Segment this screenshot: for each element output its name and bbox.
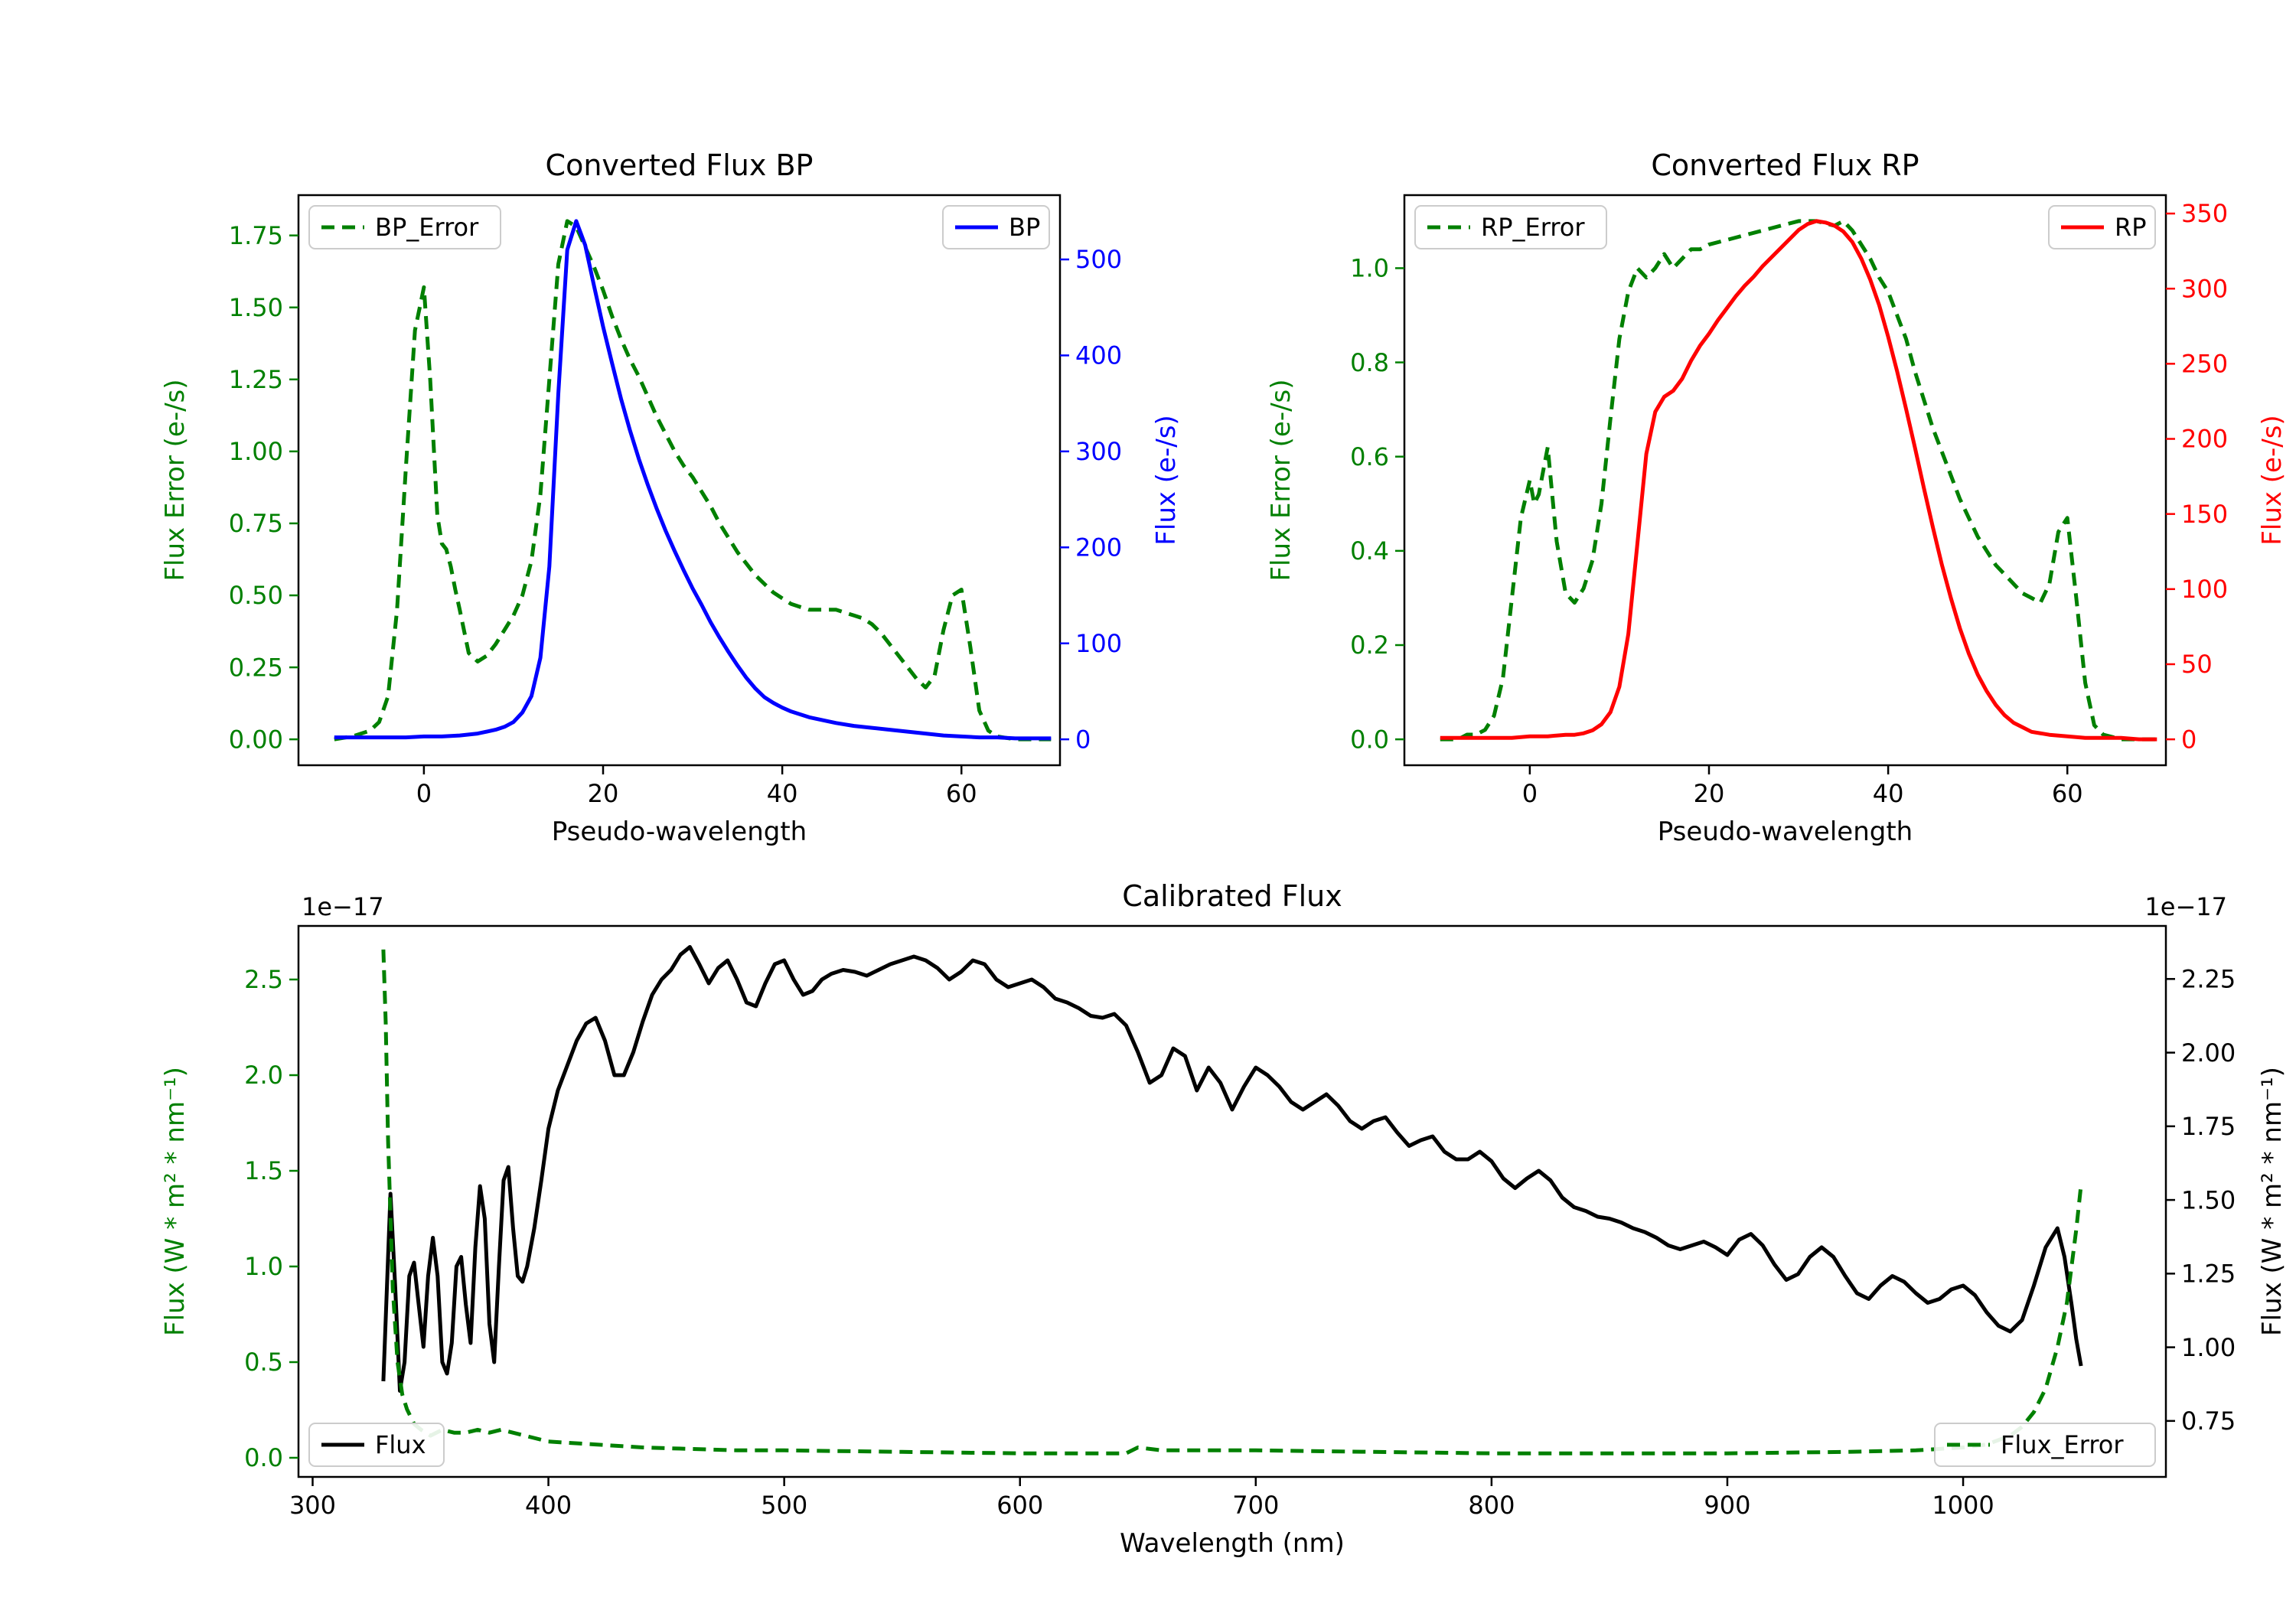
chart-title: Calibrated Flux — [1122, 879, 1342, 913]
axes-frame — [297, 194, 1062, 767]
x-axis-label: Pseudo-wavelength — [1658, 817, 1913, 847]
left-y-tick-label: 0.2 — [1350, 631, 1389, 660]
chart-converted-flux-rp: 0 20 40 60 Pseudo-wavelength 0.0 0.2 0.4 0.6 0.8 1… — [1266, 148, 2288, 847]
left-y-tick-label: 1.0 — [244, 1252, 283, 1281]
x-tick-label: 500 — [761, 1491, 807, 1520]
x-tick-label: 20 — [1694, 779, 1725, 808]
x-tick-label: 0 — [1522, 779, 1538, 808]
left-y-tick-label: 1.5 — [244, 1156, 283, 1185]
x-tick-label: 40 — [767, 779, 798, 808]
left-y-tick-label: 0.5 — [244, 1348, 283, 1377]
left-y-tick-label: 0.8 — [1350, 348, 1389, 377]
left-y-tick-label: 0.50 — [229, 581, 283, 610]
x-tick-label: 20 — [588, 779, 619, 808]
left-y-tick-label: 1.00 — [229, 437, 283, 466]
legend-box — [308, 1423, 445, 1467]
legend-box — [308, 205, 501, 249]
left-y-axis-label: Flux Error (e-/s) — [160, 379, 191, 581]
x-tick-label: 0 — [416, 779, 432, 808]
left-y-tick-label: 0.4 — [1350, 536, 1389, 566]
left-y-tick-label: 1.75 — [229, 221, 283, 250]
chart-calibrated-flux: 300 400 500 600 700 800 900 1000 Wavelength (nm)… — [160, 879, 2288, 1559]
x-tick-label: 900 — [1704, 1491, 1750, 1520]
x-tick-label: 60 — [2052, 779, 2083, 808]
right-axis-offset-text: 1e−17 — [2144, 892, 2227, 921]
left-axis-offset-text: 1e−17 — [302, 892, 384, 921]
right-y-tick-label: 0 — [1075, 725, 1091, 754]
right-y-tick-label: 1.00 — [2181, 1333, 2236, 1362]
left-y-tick-label: 2.5 — [244, 965, 283, 994]
x-tick-label: 700 — [1232, 1491, 1279, 1520]
x-tick-label: 1000 — [1932, 1491, 1994, 1520]
right-y-tick-label: 200 — [1075, 533, 1122, 562]
x-tick-label: 40 — [1873, 779, 1904, 808]
x-tick-label: 800 — [1468, 1491, 1515, 1520]
legend-label: Flux_Error — [2001, 1430, 2124, 1459]
left-y-tick-label: 1.25 — [229, 365, 283, 394]
right-y-axis-label: Flux (e-/s) — [1151, 415, 1182, 545]
x-tick-label: 60 — [946, 779, 977, 808]
left-y-axis-label: Flux (W * m² * nm⁻¹) — [160, 1067, 191, 1336]
right-y-tick-label: 500 — [1075, 245, 1122, 274]
left-y-tick-label: 1.0 — [1350, 254, 1389, 283]
left-y-tick-label: 2.0 — [244, 1061, 283, 1090]
x-tick-label: 400 — [525, 1491, 572, 1520]
axes-frame — [297, 924, 2167, 1478]
right-y-tick-label: 0.75 — [2181, 1407, 2236, 1436]
axes-frame — [1403, 194, 2167, 767]
x-axis-label: Pseudo-wavelength — [552, 817, 807, 847]
right-y-tick-label: 100 — [1075, 629, 1122, 658]
right-y-tick-label: 250 — [2181, 350, 2228, 379]
right-y-tick-label: 2.00 — [2181, 1038, 2236, 1068]
series-line-rp — [1440, 219, 2157, 742]
chart-title: Converted Flux RP — [1651, 148, 1919, 182]
right-y-tick-label: 300 — [1075, 437, 1122, 466]
legend-box — [1934, 1423, 2156, 1467]
right-y-tick-label: 400 — [1075, 341, 1122, 370]
left-y-tick-label: 0.6 — [1350, 442, 1389, 471]
right-y-tick-label: 0 — [2181, 725, 2197, 754]
series-line-bp — [334, 219, 1052, 741]
series-line-flux_error — [381, 949, 2083, 1455]
legend-label: BP — [1009, 213, 1040, 242]
chart-title: Converted Flux BP — [546, 148, 814, 182]
legend-label: RP — [2115, 213, 2147, 242]
right-y-axis-label: Flux (e-/s) — [2257, 415, 2288, 545]
x-tick-label: 300 — [289, 1491, 336, 1520]
legend-label: RP_Error — [1481, 213, 1585, 242]
left-y-tick-label: 0.0 — [244, 1443, 283, 1472]
x-axis-label: Wavelength (nm) — [1120, 1528, 1345, 1559]
right-y-tick-label: 150 — [2181, 500, 2228, 529]
series-line-flux — [381, 945, 2083, 1393]
legend-box — [1414, 205, 1607, 249]
left-y-tick-label: 0.00 — [229, 725, 283, 754]
left-y-tick-label: 0.25 — [229, 653, 283, 682]
right-y-tick-label: 1.75 — [2181, 1112, 2236, 1141]
series-line-rp_error — [1440, 219, 2157, 742]
chart-converted-flux-bp: 0 20 40 60 Pseudo-wavelength 0.00 0.25 0.50 0.75… — [160, 148, 1182, 847]
right-y-tick-label: 1.50 — [2181, 1185, 2236, 1214]
right-y-tick-label: 200 — [2181, 425, 2228, 454]
x-tick-label: 600 — [996, 1491, 1043, 1520]
legend-label: BP_Error — [375, 213, 479, 242]
right-y-tick-label: 300 — [2181, 274, 2228, 303]
right-y-tick-label: 50 — [2181, 650, 2213, 679]
right-y-tick-label: 2.25 — [2181, 965, 2236, 994]
left-y-axis-label: Flux Error (e-/s) — [1266, 379, 1296, 581]
left-y-tick-label: 0.0 — [1350, 725, 1389, 754]
left-y-tick-label: 1.50 — [229, 293, 283, 322]
series-line-bp_error — [334, 219, 1052, 742]
left-y-tick-label: 0.75 — [229, 509, 283, 538]
right-y-tick-label: 100 — [2181, 575, 2228, 604]
right-y-axis-label: Flux (W * m² * nm⁻¹) — [2257, 1067, 2288, 1336]
right-y-tick-label: 1.25 — [2181, 1260, 2236, 1289]
legend-label: Flux — [375, 1430, 426, 1459]
right-y-tick-label: 350 — [2181, 199, 2228, 228]
